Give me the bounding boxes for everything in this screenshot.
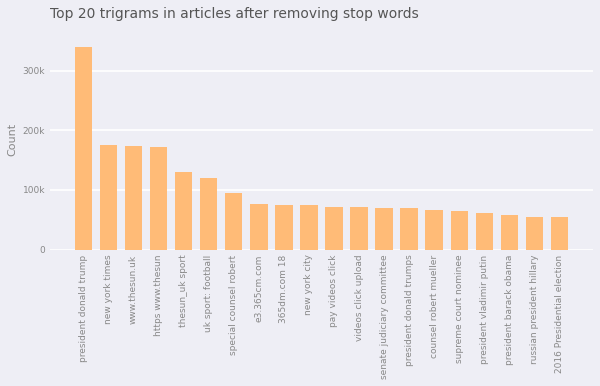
Bar	[275, 205, 293, 250]
Bar	[526, 217, 543, 250]
Bar	[125, 146, 142, 250]
Bar	[200, 178, 217, 250]
Bar	[325, 207, 343, 250]
Bar	[225, 193, 242, 250]
Text: Top 20 trigrams in articles after removing stop words: Top 20 trigrams in articles after removi…	[50, 7, 419, 21]
Y-axis label: Count: Count	[7, 123, 17, 156]
Bar	[350, 207, 368, 250]
Bar	[400, 208, 418, 250]
Bar	[100, 145, 117, 250]
Bar	[376, 208, 393, 250]
Bar	[425, 210, 443, 250]
Bar	[300, 205, 317, 250]
Bar	[476, 213, 493, 250]
Bar	[551, 217, 568, 250]
Bar	[500, 215, 518, 250]
Bar	[175, 172, 193, 250]
Bar	[150, 147, 167, 250]
Bar	[250, 204, 268, 250]
Bar	[451, 211, 468, 250]
Bar	[74, 47, 92, 250]
